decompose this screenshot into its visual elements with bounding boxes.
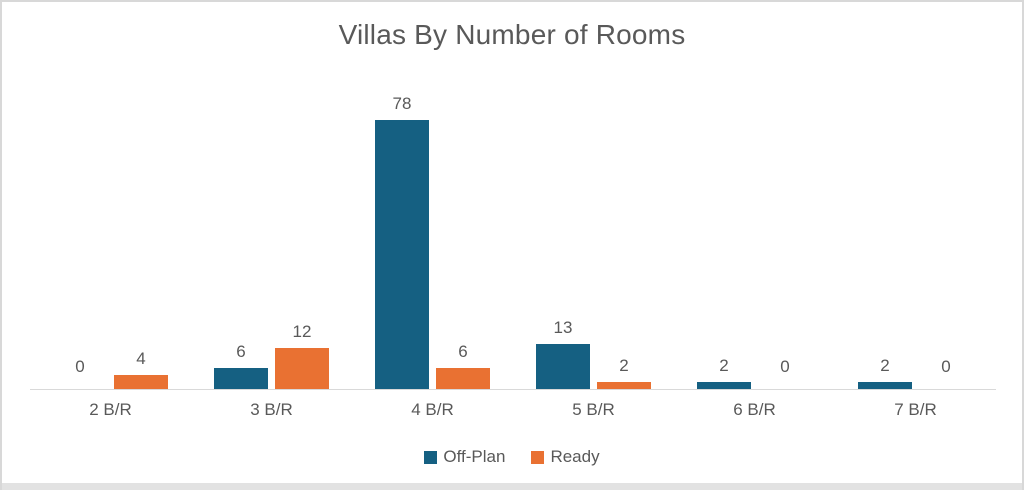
x-axis-label: 4 B/R bbox=[411, 400, 454, 419]
data-label: 2 bbox=[619, 356, 629, 376]
bar-off-plan-7-b-r[interactable]: 2 bbox=[858, 357, 912, 389]
x-axis-label: 5 B/R bbox=[572, 400, 615, 419]
x-axis: 2 B/R 3 B/R 4 B/R 5 B/R 6 B/R 7 B/R bbox=[30, 400, 996, 422]
x-axis-label: 7 B/R bbox=[894, 400, 937, 419]
legend-swatch-icon bbox=[424, 450, 438, 464]
bar-off-plan-6-b-r[interactable]: 2 bbox=[697, 357, 751, 389]
chart-title: Villas By Number of Rooms bbox=[338, 19, 686, 50]
data-label: 12 bbox=[292, 322, 312, 342]
plot-area: 0 4 6 12 78 6 13 2 2 0 2 0 bbox=[30, 95, 996, 390]
x-axis-label: 3 B/R bbox=[250, 400, 293, 419]
bar-group-3-b-r: 6 12 bbox=[191, 114, 352, 389]
legend-label: Off-Plan bbox=[443, 447, 506, 466]
data-label: 0 bbox=[780, 357, 790, 377]
data-label: 78 bbox=[392, 94, 412, 114]
bar-ready-5-b-r[interactable]: 2 bbox=[597, 357, 651, 389]
bar-ready-2-b-r[interactable]: 4 bbox=[114, 350, 168, 389]
bar-group-5-b-r: 13 2 bbox=[513, 114, 674, 389]
bar-off-plan-4-b-r[interactable]: 78 bbox=[375, 95, 429, 389]
data-label: 13 bbox=[553, 318, 573, 338]
x-axis-label: 2 B/R bbox=[89, 400, 132, 419]
data-label: 4 bbox=[136, 349, 146, 369]
bar-off-plan-3-b-r[interactable]: 6 bbox=[214, 343, 268, 389]
legend-swatch-icon bbox=[531, 450, 545, 464]
data-label: 6 bbox=[458, 342, 468, 362]
bar-off-plan-5-b-r[interactable]: 13 bbox=[536, 319, 590, 389]
x-axis-label: 6 B/R bbox=[733, 400, 776, 419]
legend-label: Ready bbox=[550, 447, 600, 466]
data-label: 2 bbox=[880, 356, 890, 376]
legend-item-ready[interactable]: Ready bbox=[531, 447, 600, 467]
data-label: 2 bbox=[719, 356, 729, 376]
bar-ready-4-b-r[interactable]: 6 bbox=[436, 343, 490, 389]
data-label: 6 bbox=[236, 342, 246, 362]
legend: Off-Plan Ready bbox=[2, 447, 1022, 467]
bar-ready-3-b-r[interactable]: 12 bbox=[275, 323, 329, 389]
data-label: 0 bbox=[941, 357, 951, 377]
data-label: 0 bbox=[75, 357, 85, 377]
window-bottom-edge bbox=[2, 483, 1022, 490]
bar-group-4-b-r: 78 6 bbox=[352, 95, 513, 389]
legend-item-off-plan[interactable]: Off-Plan bbox=[424, 447, 505, 467]
